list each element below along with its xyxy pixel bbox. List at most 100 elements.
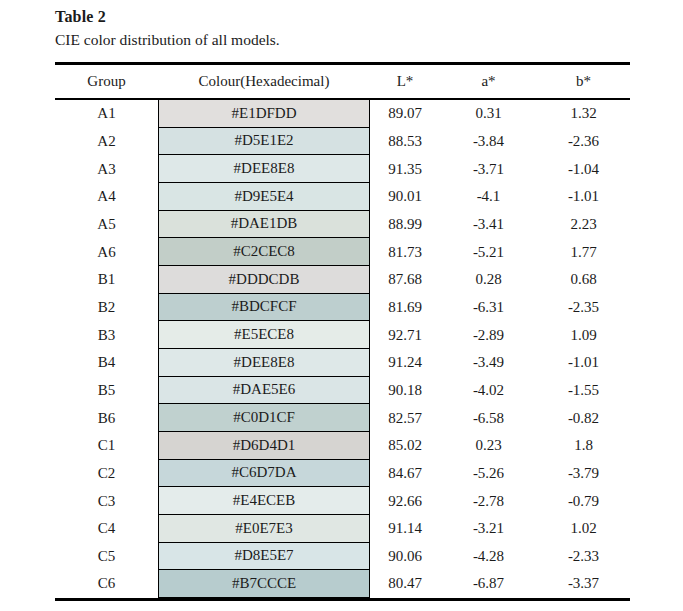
- group-cell: B2: [55, 294, 158, 322]
- astar-value-cell: -4.02: [440, 377, 537, 405]
- bstar-value-cell: 1.77: [537, 238, 630, 266]
- astar-value-cell: -4.28: [440, 543, 537, 571]
- astar-value-cell: -3.71: [440, 155, 537, 183]
- lstar-value-cell: 90.06: [370, 543, 440, 571]
- bstar-value-cell: 1.02: [537, 515, 630, 543]
- bstar-value-cell: -2.35: [537, 294, 630, 322]
- astar-value-cell: -3.49: [440, 349, 537, 377]
- colour-swatch-cell: #D9E5E4: [158, 183, 370, 211]
- group-cell: A2: [55, 128, 158, 156]
- lstar-value-cell: 84.67: [370, 460, 440, 488]
- astar-value-cell: -6.58: [440, 404, 537, 432]
- bstar-value-cell: 1.8: [537, 432, 630, 460]
- lstar-value-cell: 92.71: [370, 321, 440, 349]
- colour-swatch-cell: #C6D7DA: [158, 460, 370, 488]
- lstar-value-cell: 87.68: [370, 266, 440, 294]
- group-cell: C4: [55, 515, 158, 543]
- astar-value-cell: -5.26: [440, 460, 537, 488]
- colour-swatch-cell: #DEE8E8: [158, 155, 370, 183]
- lstar-value-cell: 88.99: [370, 211, 440, 239]
- colour-swatch-cell: #E5ECE8: [158, 321, 370, 349]
- lstar-value-cell: 89.07: [370, 100, 440, 128]
- col-header-colour: Colour(Hexadecimal): [158, 73, 370, 90]
- paper-page: Table 2 CIE color distribution of all mo…: [0, 0, 683, 611]
- astar-value-cell: -2.78: [440, 487, 537, 515]
- table-header-row: Group Colour(Hexadecimal) L* a* b*: [55, 65, 630, 100]
- colour-swatch-cell: #BDCFCF: [158, 294, 370, 322]
- colour-swatch-cell: #E1DFDD: [158, 100, 370, 128]
- lstar-value-cell: 85.02: [370, 432, 440, 460]
- colour-swatch-cell: #D8E5E7: [158, 543, 370, 571]
- table-row: C5#D8E5E790.06-4.28-2.33: [55, 543, 630, 571]
- bstar-value-cell: -1.55: [537, 377, 630, 405]
- astar-value-cell: 0.23: [440, 432, 537, 460]
- col-header-lstar: L*: [370, 73, 440, 90]
- col-header-group: Group: [55, 73, 158, 90]
- group-cell: B5: [55, 377, 158, 405]
- colour-swatch-cell: #D6D4D1: [158, 432, 370, 460]
- lstar-value-cell: 90.18: [370, 377, 440, 405]
- table-row: A6#C2CEC881.73-5.211.77: [55, 238, 630, 266]
- lstar-value-cell: 91.24: [370, 349, 440, 377]
- group-cell: C6: [55, 570, 158, 598]
- bstar-value-cell: -1.01: [537, 183, 630, 211]
- group-cell: A5: [55, 211, 158, 239]
- bstar-value-cell: -3.37: [537, 570, 630, 598]
- table-caption: CIE color distribution of all models.: [55, 31, 280, 49]
- col-header-bstar: b*: [537, 73, 630, 90]
- colour-swatch-cell: #DDDCDB: [158, 266, 370, 294]
- astar-value-cell: -4.1: [440, 183, 537, 211]
- group-cell: C3: [55, 487, 158, 515]
- group-cell: C5: [55, 543, 158, 571]
- cie-color-table: Group Colour(Hexadecimal) L* a* b* A1#E1…: [55, 62, 630, 601]
- table-body: A1#E1DFDD89.070.311.32A2#D5E1E288.53-3.8…: [55, 100, 630, 598]
- lstar-value-cell: 82.57: [370, 404, 440, 432]
- group-cell: B6: [55, 404, 158, 432]
- astar-value-cell: -3.21: [440, 515, 537, 543]
- lstar-value-cell: 90.01: [370, 183, 440, 211]
- table-row: B4#DEE8E891.24-3.49-1.01: [55, 349, 630, 377]
- lstar-value-cell: 88.53: [370, 128, 440, 156]
- table-row: A5#DAE1DB88.99-3.412.23: [55, 211, 630, 239]
- bstar-value-cell: -0.82: [537, 404, 630, 432]
- table-row: B5#DAE5E690.18-4.02-1.55: [55, 377, 630, 405]
- bstar-value-cell: -2.36: [537, 128, 630, 156]
- bstar-value-cell: 0.68: [537, 266, 630, 294]
- astar-value-cell: -3.84: [440, 128, 537, 156]
- group-cell: B4: [55, 349, 158, 377]
- lstar-value-cell: 91.14: [370, 515, 440, 543]
- table-row: C1#D6D4D185.020.231.8: [55, 432, 630, 460]
- table-row: B3#E5ECE892.71-2.891.09: [55, 321, 630, 349]
- colour-swatch-cell: #D5E1E2: [158, 128, 370, 156]
- astar-value-cell: -3.41: [440, 211, 537, 239]
- table-row: A2#D5E1E288.53-3.84-2.36: [55, 128, 630, 156]
- colour-swatch-cell: #B7CCCE: [158, 570, 370, 598]
- bstar-value-cell: 2.23: [537, 211, 630, 239]
- lstar-value-cell: 81.73: [370, 238, 440, 266]
- colour-swatch-cell: #E0E7E3: [158, 515, 370, 543]
- group-cell: B1: [55, 266, 158, 294]
- group-cell: A6: [55, 238, 158, 266]
- astar-value-cell: 0.28: [440, 266, 537, 294]
- table-row: C4#E0E7E391.14-3.211.02: [55, 515, 630, 543]
- astar-value-cell: -6.87: [440, 570, 537, 598]
- colour-swatch-cell: #E4ECEB: [158, 487, 370, 515]
- bstar-value-cell: 1.32: [537, 100, 630, 128]
- table-title: Table 2: [55, 8, 106, 26]
- table-row: A4#D9E5E490.01-4.1-1.01: [55, 183, 630, 211]
- lstar-value-cell: 92.66: [370, 487, 440, 515]
- bstar-value-cell: -0.79: [537, 487, 630, 515]
- colour-swatch-cell: #C2CEC8: [158, 238, 370, 266]
- table-row: C3#E4ECEB92.66-2.78-0.79: [55, 487, 630, 515]
- astar-value-cell: -6.31: [440, 294, 537, 322]
- table-row: C2#C6D7DA84.67-5.26-3.79: [55, 460, 630, 488]
- lstar-value-cell: 91.35: [370, 155, 440, 183]
- group-cell: A3: [55, 155, 158, 183]
- astar-value-cell: 0.31: [440, 100, 537, 128]
- colour-swatch-cell: #DAE5E6: [158, 377, 370, 405]
- table-row: B6#C0D1CF82.57-6.58-0.82: [55, 404, 630, 432]
- group-cell: C2: [55, 460, 158, 488]
- group-cell: A1: [55, 100, 158, 128]
- bstar-value-cell: -2.33: [537, 543, 630, 571]
- colour-swatch-cell: #C0D1CF: [158, 404, 370, 432]
